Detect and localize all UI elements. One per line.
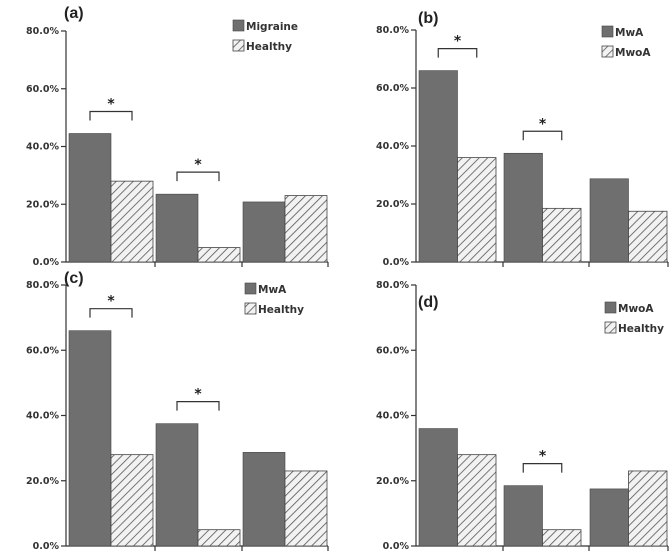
legend-swatch-mwoa (601, 45, 614, 58)
bar-mwoa (628, 210, 668, 263)
legend-label: Migraine (246, 21, 298, 33)
significance-bracket (176, 401, 220, 411)
y-tick-label: 80.0% (26, 280, 59, 291)
y-tick-label: 80.0% (376, 280, 409, 291)
y-tick-label: 80.0% (26, 26, 59, 37)
chart-panel-1: (a) 0.0% 20.0% 40.0% 60.0% 80.0% * * Migraine Hea… (26, 5, 329, 268)
significance-star: * (107, 294, 115, 310)
bar-healthy (197, 247, 241, 263)
bar-mwa (503, 152, 543, 263)
y-tick-label: 40.0% (26, 411, 59, 422)
significance-star: * (539, 449, 547, 465)
bar-mwa (418, 70, 458, 263)
y-tick-label: 60.0% (376, 83, 409, 94)
legend-label: Healthy (246, 41, 292, 53)
y-tick-label: 20.0% (376, 199, 409, 210)
y-tick-label: 60.0% (376, 345, 409, 356)
legend-label: MwoA (618, 303, 654, 315)
bar-migraine (68, 133, 112, 263)
legend-label: Healthy (258, 304, 304, 316)
significance-bracket (522, 130, 563, 141)
legend-swatch-mwa (244, 282, 257, 295)
legend-swatch-mwoa (604, 301, 617, 314)
bar-migraine (242, 201, 286, 263)
bar-mwoa (589, 488, 629, 547)
significance-star: * (107, 97, 115, 113)
bar-healthy (110, 180, 154, 263)
y-tick-label: 40.0% (26, 142, 59, 153)
significance-bracket (176, 171, 220, 182)
panel-label: (c) (64, 270, 84, 287)
y-tick-label: 20.0% (376, 476, 409, 487)
y-tick-label: 60.0% (26, 84, 59, 95)
legend-label: MwA (615, 27, 644, 39)
bar-mwoa (542, 207, 582, 263)
legend-label: MwoA (615, 47, 651, 59)
chart-panel-3: (c) 0.0% 20.0% 40.0% 60.0% 80.0% * * MwA Healthy (26, 270, 329, 552)
panel-label: (a) (64, 5, 84, 22)
significance-bracket (89, 110, 133, 121)
bar-healthy (628, 470, 668, 547)
bar-mwoa (503, 485, 543, 547)
y-tick-label: 40.0% (376, 411, 409, 422)
significance-bracket (89, 308, 133, 318)
significance-bracket (522, 463, 563, 473)
y-tick-label: 60.0% (26, 345, 59, 356)
chart-panel-4: (d) 0.0% 20.0% 40.0% 60.0% 80.0% * MwoA Healthy (376, 280, 669, 552)
legend-swatch-healthy (232, 39, 245, 52)
significance-star: * (454, 34, 462, 50)
bar-healthy (284, 470, 328, 547)
bar-mwa (68, 330, 112, 547)
bar-mwa (589, 178, 629, 263)
bar-mwa (242, 452, 286, 547)
y-tick-label: 0.0% (33, 257, 60, 268)
y-tick-label: 0.0% (33, 541, 60, 552)
y-tick-label: 0.0% (383, 257, 410, 268)
legend-label: Healthy (618, 323, 664, 335)
significance-star: * (539, 116, 547, 132)
y-tick-label: 40.0% (376, 141, 409, 152)
panel-label: (d) (418, 294, 438, 311)
y-tick-label: 0.0% (383, 541, 410, 552)
significance-bracket (437, 48, 478, 58)
legend-label: MwA (258, 284, 287, 296)
bar-mwoa (418, 428, 458, 547)
bar-healthy (542, 529, 582, 547)
bar-healthy (284, 195, 328, 263)
bar-migraine (155, 193, 199, 263)
panel-label: (b) (418, 10, 438, 27)
legend-swatch-mwa (601, 25, 614, 38)
y-tick-label: 20.0% (26, 476, 59, 487)
bar-mwoa (457, 157, 497, 263)
significance-star: * (194, 387, 202, 403)
chart-panel-2: (b) 0.0% 20.0% 40.0% 60.0% 80.0% * * MwA MwoA (376, 10, 669, 268)
bar-healthy (457, 454, 497, 547)
y-tick-label: 80.0% (376, 25, 409, 36)
legend-swatch-healthy (604, 321, 617, 334)
bar-healthy (197, 529, 241, 547)
legend-swatch-migraine (232, 19, 245, 32)
significance-star: * (194, 157, 202, 173)
bar-healthy (110, 454, 154, 547)
legend-swatch-healthy (244, 302, 257, 315)
bar-mwa (155, 423, 199, 547)
y-tick-label: 20.0% (26, 199, 59, 210)
